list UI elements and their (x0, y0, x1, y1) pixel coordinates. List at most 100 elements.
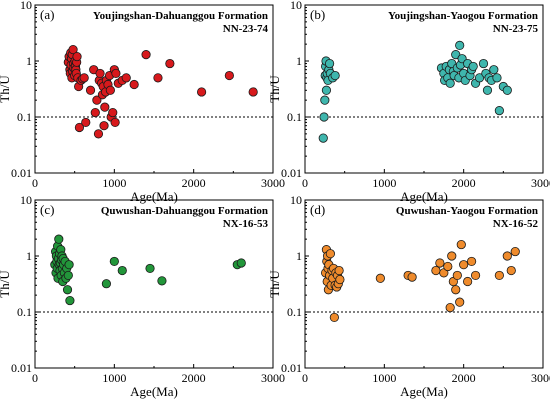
data-point (165, 58, 175, 69)
panel-label: (a) (40, 7, 54, 22)
data-point (334, 265, 344, 276)
data-point (99, 121, 109, 131)
data-point (85, 85, 96, 95)
sample-label: NX-16-52 (493, 218, 539, 230)
data-point (451, 285, 461, 295)
panel-title: Youjingshan-Yaogou Formation (388, 10, 538, 22)
data-point (129, 79, 139, 90)
data-point (95, 68, 105, 79)
panel-title: Youjingshan-Dahuanggou Formation (93, 10, 268, 22)
data-point (466, 256, 477, 267)
x-tick-label: 2000 (182, 176, 206, 190)
data-point (248, 87, 258, 97)
y-tick-label: 0.1 (287, 110, 302, 124)
y-axis-title: Th/U (267, 75, 282, 103)
x-tick-label: 3000 (261, 176, 285, 190)
x-tick-label: 3000 (531, 176, 550, 190)
data-point (463, 276, 473, 287)
y-tick-label: 0.01 (11, 166, 32, 180)
data-point (456, 239, 466, 250)
y-tick-label: 10 (20, 193, 32, 207)
x-tick-label: 0 (302, 371, 308, 385)
data-point (375, 273, 385, 283)
y-tick-label: 10 (290, 0, 302, 12)
x-tick-label: 0 (302, 176, 308, 190)
y-axis-title: Th/U (267, 270, 282, 298)
data-point (68, 44, 78, 55)
data-point (65, 295, 75, 306)
data-point (318, 133, 328, 143)
data-point (324, 58, 335, 69)
data-point (494, 106, 504, 116)
y-tick-label: 1 (296, 249, 302, 263)
data-point (445, 302, 455, 313)
data-point (236, 258, 246, 268)
panel-label: (b) (310, 7, 325, 22)
y-tick-label: 10 (20, 0, 32, 12)
data-point (110, 117, 120, 128)
data-point (407, 272, 417, 282)
data-point (459, 260, 469, 270)
data-point (470, 270, 481, 281)
data-point (74, 122, 85, 133)
x-tick-label: 3000 (531, 371, 550, 385)
panel-2: 0 1000 2000 3000 0.01 0.1 1 10 Age(Ma) Th/U (b) You… (267, 0, 550, 204)
y-tick-label: 1 (26, 249, 32, 263)
x-tick-label: 2000 (452, 176, 476, 190)
data-point (325, 249, 335, 259)
y-tick-label: 0.1 (17, 110, 32, 124)
sample-label: NN-23-74 (223, 23, 269, 35)
panel-title: Quwushan-Yaogou Formation (396, 205, 538, 217)
data-point (492, 73, 502, 83)
y-tick-label: 0.1 (17, 305, 32, 319)
data-point (320, 95, 330, 105)
data-point (101, 279, 112, 289)
data-point (141, 50, 151, 60)
data-point (157, 276, 167, 286)
panel-3: 0 1000 2000 3000 0.01 0.1 1 10 Age(Ma) Th/U (c) Quw… (0, 193, 285, 399)
data-point (494, 270, 504, 281)
data-point (64, 260, 74, 270)
y-tick-label: 0.01 (281, 361, 302, 375)
data-point (506, 265, 516, 276)
panel-4: 0 1000 2000 3000 0.01 0.1 1 10 Age(Ma) Th/U (d) Quw… (267, 193, 550, 399)
panel-title: Quwushan-Dahuanggou Formation (101, 205, 268, 217)
data-point (105, 85, 115, 95)
x-tick-label: 1000 (102, 176, 126, 190)
y-tick-label: 1 (26, 54, 32, 68)
data-point (79, 73, 89, 83)
data-point (502, 85, 512, 95)
x-tick-label: 1000 (372, 176, 396, 190)
data-point (489, 65, 499, 75)
data-point (455, 297, 465, 307)
sample-label: NX-16-53 (223, 218, 269, 230)
data-point (502, 251, 512, 261)
data-point (72, 51, 82, 62)
data-point (108, 107, 118, 118)
y-tick-label: 0.1 (287, 305, 302, 319)
y-tick-label: 0.01 (11, 361, 32, 375)
x-axis-title: Age(Ma) (130, 189, 178, 204)
data-point (145, 263, 155, 274)
data-point (93, 129, 104, 139)
data-point (510, 246, 520, 257)
data-point (321, 85, 332, 95)
x-tick-label: 2000 (182, 371, 206, 385)
data-point (435, 258, 445, 268)
panel-1: 0 1000 2000 3000 0.01 0.1 1 10 Age(Ma) Th/U (a) You… (0, 0, 285, 204)
data-point (335, 274, 345, 285)
data-point (92, 95, 102, 105)
x-tick-label: 1000 (372, 371, 396, 385)
x-tick-label: 0 (32, 176, 38, 190)
sample-label: NN-23-75 (493, 23, 539, 35)
data-point (443, 261, 453, 272)
y-tick-label: 10 (290, 193, 302, 207)
data-point (100, 102, 110, 112)
data-point (474, 73, 485, 83)
panel-label: (c) (40, 202, 54, 217)
data-point (90, 107, 100, 118)
data-point (330, 70, 340, 81)
data-point (109, 256, 119, 267)
data-point (319, 112, 329, 122)
data-point (447, 251, 457, 261)
